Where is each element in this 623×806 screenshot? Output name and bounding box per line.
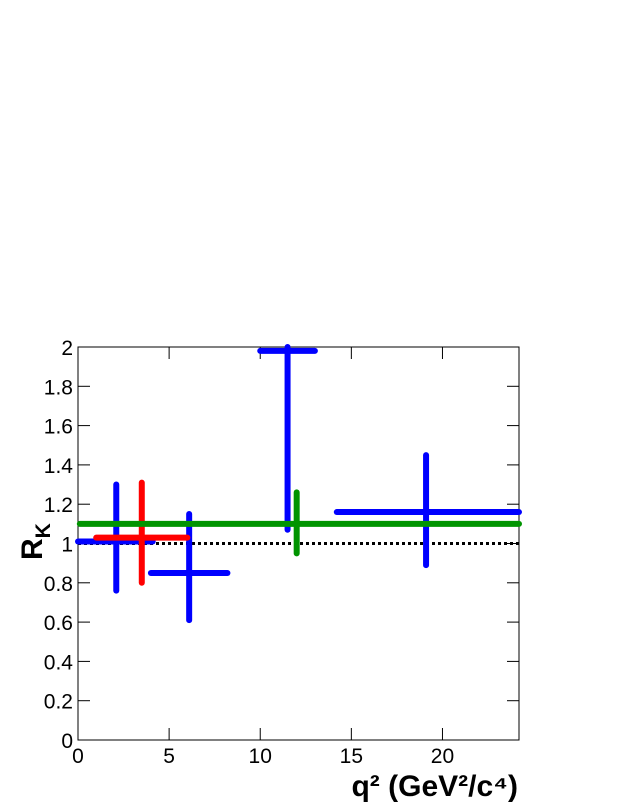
y-tick-label: 1.6 [44,416,73,439]
y-tick-label: 1.4 [44,455,74,478]
x-tick-label: 20 [431,745,454,768]
y-tick-label: 1.2 [44,494,73,517]
y-tick-label: 0.6 [44,612,73,635]
y-title-main: R [16,538,49,560]
y-tick-label: 0.8 [44,573,73,596]
y-tick-label: 1 [61,534,73,557]
y-tick-label: 0.2 [44,691,73,714]
y-title-sub: K [32,523,55,538]
x-tick-label: 5 [163,745,175,768]
y-tick-label: 0.4 [44,651,74,674]
x-tick-label: 0 [72,745,84,768]
x-axis-title: q² (GeV²/c⁴) [351,770,518,803]
y-tick-label: 2 [61,337,73,360]
y-tick-label: 0 [61,730,73,753]
y-axis-title: RK [16,523,55,560]
x-tick-label: 10 [249,745,272,768]
y-tick-label: 1.8 [44,376,73,399]
x-tick-label: 15 [340,745,363,768]
